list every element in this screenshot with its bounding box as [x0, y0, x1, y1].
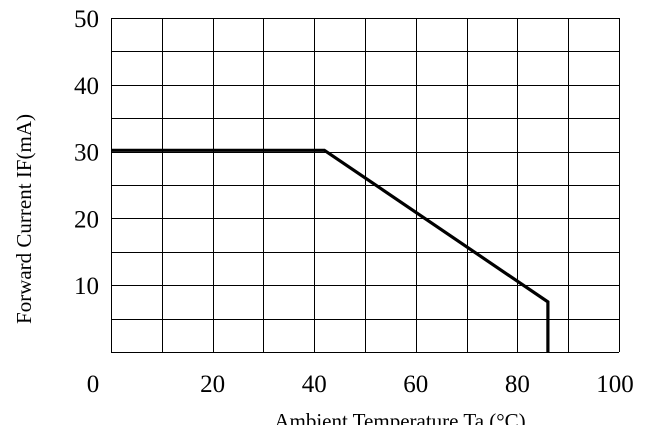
x-tick-label: 0: [87, 371, 100, 398]
y-axis-ticks: 10 20 30 40 50: [74, 6, 99, 300]
y-tick-label: 30: [74, 140, 99, 167]
y-tick-label: 20: [74, 206, 99, 233]
derating-curve: [111, 148, 550, 352]
x-tick-label: 40: [302, 371, 327, 398]
y-tick-label: 10: [74, 273, 99, 300]
chart-grid: [111, 18, 620, 353]
y-tick-label: 40: [74, 73, 99, 100]
chart-series: [111, 148, 550, 352]
x-tick-label: 80: [505, 371, 530, 398]
x-tick-label: 60: [403, 371, 428, 398]
y-axis-title: Forward Current IF(mA): [12, 114, 36, 324]
x-axis-title: Ambient Temperature Ta (°C): [274, 409, 525, 425]
y-tick-label: 50: [74, 6, 99, 33]
x-axis-ticks: 0 20 40 60 80 100: [87, 371, 634, 398]
x-tick-label: 20: [200, 371, 225, 398]
x-tick-label: 100: [596, 371, 634, 398]
